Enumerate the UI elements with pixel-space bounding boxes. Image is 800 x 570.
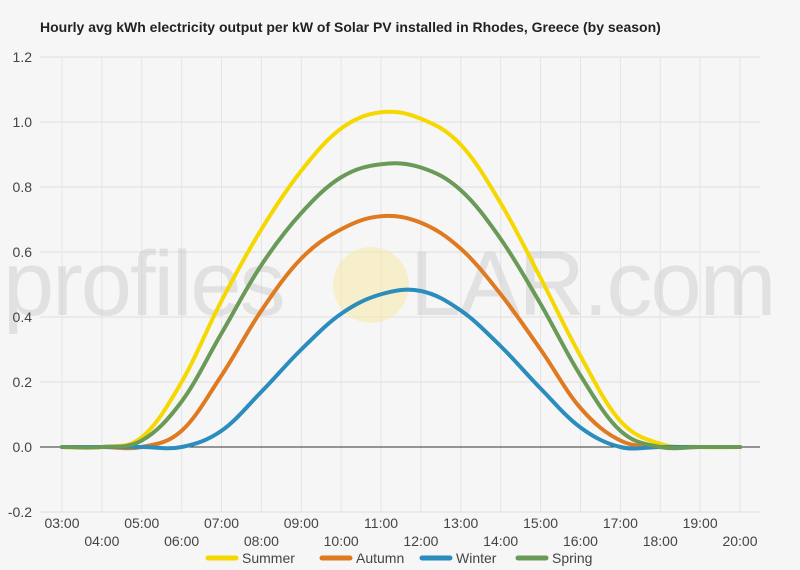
- x-tick-label: 11:00: [364, 515, 398, 531]
- x-tick-label: 07:00: [204, 515, 239, 531]
- y-tick-label: 0.0: [13, 439, 33, 455]
- x-tick-label: 13:00: [443, 515, 478, 531]
- x-tick-label: 14:00: [483, 533, 518, 549]
- x-tick-label: 20:00: [722, 533, 757, 549]
- x-tick-label: 18:00: [643, 533, 678, 549]
- series-line-winter: [60, 287, 742, 451]
- series-line-autumn: [60, 213, 742, 451]
- legend-label-winter: Winter: [456, 550, 497, 566]
- watermark-text-right: LAR.com: [410, 233, 774, 335]
- watermark: profiles LAR.com: [3, 233, 776, 335]
- x-tick-label: 06:00: [164, 533, 199, 549]
- x-tick-label: 17:00: [603, 515, 638, 531]
- x-tick-label: 04:00: [84, 533, 119, 549]
- grid-layer: [40, 56, 760, 513]
- x-tick-label: 09:00: [284, 515, 319, 531]
- watermark-sun-icon: [333, 247, 409, 323]
- legend-label-summer: Summer: [242, 550, 295, 566]
- series-layer: [60, 109, 742, 451]
- y-tick-label: 1.0: [13, 114, 33, 130]
- y-tick-label: -0.2: [8, 504, 32, 520]
- x-tick-label: 15:00: [523, 515, 558, 531]
- y-tick-label: 0.4: [13, 309, 33, 325]
- x-tick-label: 10:00: [324, 533, 359, 549]
- y-tick-label: 0.2: [13, 374, 33, 390]
- legend-label-autumn: Autumn: [356, 550, 404, 566]
- x-tick-label: 16:00: [563, 533, 598, 549]
- series-line-spring: [60, 161, 742, 451]
- x-tick-label: 08:00: [244, 533, 279, 549]
- legend-label-spring: Spring: [552, 550, 592, 566]
- x-tick-label: 05:00: [124, 515, 159, 531]
- legend: Summer Autumn Winter Spring: [205, 550, 592, 566]
- y-tick-label: 0.8: [13, 179, 33, 195]
- y-tick-label: 0.6: [13, 244, 33, 260]
- series-line-summer: [60, 109, 742, 450]
- x-tick-label: 19:00: [683, 515, 718, 531]
- x-tick-label: 12:00: [403, 533, 438, 549]
- watermark-text-left: profiles: [3, 233, 284, 335]
- y-tick-label: 1.2: [13, 49, 33, 65]
- x-tick-label: 03:00: [44, 515, 79, 531]
- chart-title: Hourly avg kWh electricity output per kW…: [40, 19, 661, 35]
